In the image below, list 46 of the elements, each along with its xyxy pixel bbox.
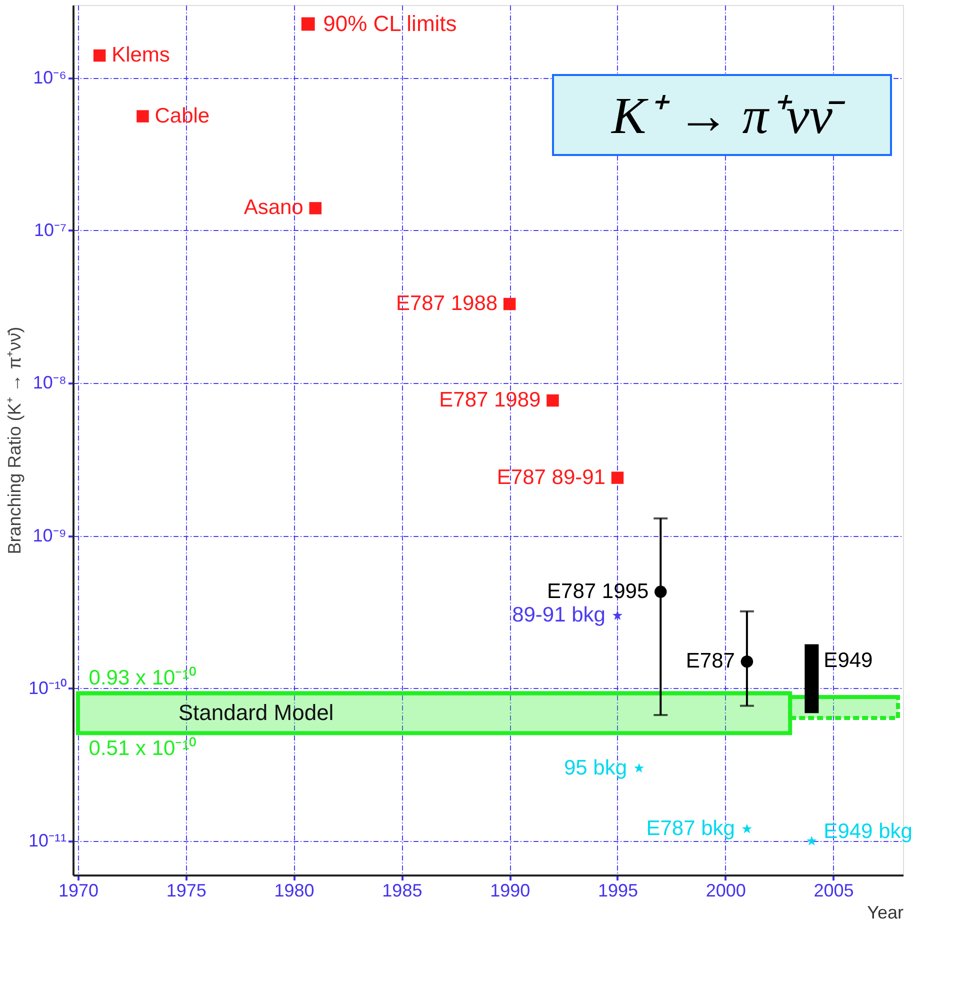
x-tick-label: 1995	[598, 880, 638, 900]
y-tick-label: 10⁻¹⁰	[28, 678, 66, 698]
annotation: E787 1995	[547, 580, 649, 603]
point	[654, 586, 667, 598]
annotation: E787 1988	[396, 292, 498, 315]
point	[136, 110, 149, 122]
annotation: Asano	[244, 196, 304, 220]
annotation: E787 1989	[439, 388, 541, 412]
point	[742, 824, 752, 834]
y-tick-label: 10⁻⁷	[34, 220, 66, 240]
annotation: E787	[686, 650, 735, 673]
y-axis-title: Branching Ratio (K⁺ → π⁺νν̄)	[4, 326, 24, 554]
point	[634, 763, 644, 773]
series-label: Standard Model	[178, 700, 334, 726]
annotation: 95 bkg	[564, 756, 628, 780]
annotation: Cable	[154, 104, 210, 128]
x-tick-label: 1985	[382, 880, 422, 900]
annotation: E787 89-91	[496, 466, 606, 489]
y-tick-label: 10⁻⁹	[32, 525, 66, 546]
annotation: E949 bkg	[824, 820, 912, 844]
point	[503, 298, 516, 310]
point	[93, 49, 106, 62]
point	[612, 610, 622, 620]
x-axis-title: Year	[867, 902, 904, 922]
point	[740, 655, 754, 668]
annotation: E787 bkg	[646, 817, 735, 840]
x-tick-label: 2005	[814, 880, 854, 900]
y-tick-label: 10⁻¹¹	[28, 830, 66, 851]
annotation: 0.51 x 10⁻¹⁰	[88, 737, 196, 760]
point	[806, 836, 817, 846]
point	[546, 394, 559, 407]
y-tick-label: 10⁻⁶	[33, 67, 66, 88]
x-tick-label: 1970	[58, 880, 99, 900]
point	[611, 472, 624, 484]
text: K⁺ → π⁺νν̄	[610, 88, 846, 145]
x-tick-label: 2000	[706, 880, 746, 900]
annotation: 89-91 bkg	[512, 604, 606, 627]
y-tick-label: 10⁻⁸	[32, 372, 66, 393]
x-tick-label: 1990	[490, 880, 530, 900]
annotation: 0.93 x 10⁻¹⁰	[88, 666, 196, 690]
x-tick-label: 1975	[166, 880, 206, 900]
annotation: Klems	[112, 44, 170, 67]
x-tick-label: 1980	[274, 880, 314, 900]
annotation: E949	[824, 649, 873, 672]
legend-label: 90% CL limits	[323, 11, 457, 36]
point	[309, 202, 322, 214]
